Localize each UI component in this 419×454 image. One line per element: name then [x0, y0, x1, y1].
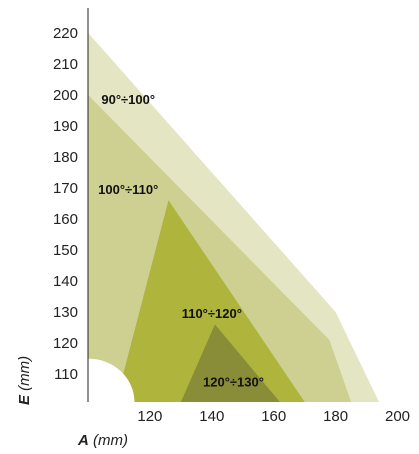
x-tick-label: 200	[385, 408, 410, 425]
y-axis-unit: (mm)	[16, 356, 33, 395]
region-labels: 90°÷100° 100°÷110° 110°÷120° 120°÷130°	[98, 92, 264, 389]
region-area-3	[115, 200, 305, 402]
region-label: 100°÷110°	[98, 182, 158, 197]
y-tick-label: 170	[53, 180, 78, 197]
region-label: 120°÷130°	[203, 374, 264, 389]
y-axis-symbol: E	[16, 394, 33, 405]
y-tick-label: 140	[53, 273, 78, 290]
x-tick-label: 140	[199, 408, 224, 425]
x-axis-ticks: 120 140 160 180 200	[137, 408, 410, 425]
y-tick-label: 120	[53, 335, 78, 352]
y-axis-ticks: 110 120 130 140 150 160 170 180 190 200 210 220	[53, 25, 78, 383]
region-area-4	[180, 324, 280, 402]
excluded-corner	[88, 358, 135, 402]
x-tick-label: 160	[261, 408, 286, 425]
y-tick-label: 180	[53, 149, 78, 166]
y-axis-title: E (mm)	[16, 356, 33, 405]
y-tick-label: 130	[53, 304, 78, 321]
y-tick-label: 210	[53, 56, 78, 73]
y-tick-label: 190	[53, 118, 78, 135]
chart-regions	[88, 32, 379, 403]
y-tick-label: 200	[53, 87, 78, 104]
x-axis-title: A (mm)	[77, 432, 128, 449]
region-label: 110°÷120°	[182, 306, 242, 321]
excluded-corner-shape	[88, 358, 135, 402]
x-axis-symbol: A	[77, 432, 89, 449]
x-tick-label: 180	[323, 408, 348, 425]
x-tick-label: 120	[137, 408, 162, 425]
y-tick-label: 110	[54, 366, 78, 383]
region-label: 90°÷100°	[101, 92, 155, 107]
y-tick-label: 160	[53, 211, 78, 228]
y-tick-label: 220	[53, 25, 78, 42]
x-axis-unit: (mm)	[89, 432, 128, 449]
y-tick-label: 150	[53, 242, 78, 259]
